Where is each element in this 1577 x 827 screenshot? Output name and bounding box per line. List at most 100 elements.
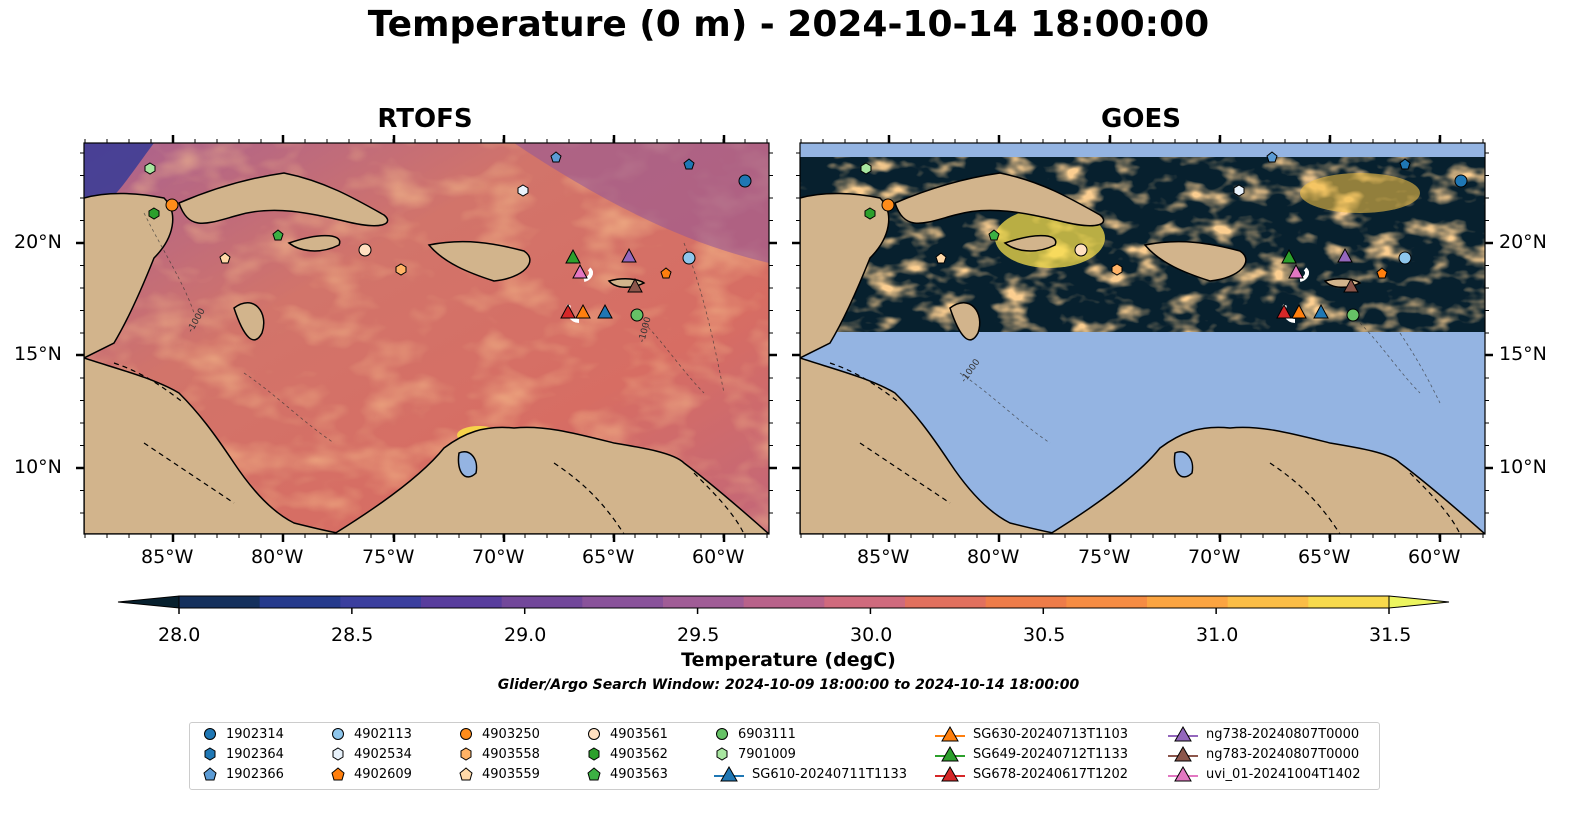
colorbar-tick-label: 28.5	[331, 624, 374, 646]
legend-item-label: SG649-20240712T1133	[973, 746, 1129, 762]
legend-item-label: 1902366	[226, 766, 284, 782]
colorbar-frame	[178, 595, 1390, 609]
hexagon-marker-icon	[588, 747, 600, 761]
pentagon-marker-icon	[587, 767, 601, 781]
colorbar-segment	[663, 596, 745, 608]
legend-item: 6903111	[714, 726, 796, 742]
lon-tick-label: 85°W	[857, 546, 910, 568]
goes-map[interactable]: -1000	[800, 143, 1485, 534]
legend-item-label: 1902364	[226, 746, 284, 762]
legend-item: ng783-20240807T0000	[1168, 746, 1359, 762]
circle-marker-icon	[460, 728, 472, 740]
legend-item-label: SG630-20240713T1103	[973, 726, 1129, 742]
colorbar-segment	[1227, 596, 1309, 608]
legend-item-label: 4903559	[482, 766, 540, 782]
lon-tick-label: 80°W	[967, 546, 1020, 568]
colorbar-segment	[501, 596, 583, 608]
colorbar-tick-label: 30.5	[1023, 624, 1066, 646]
colorbar-segment	[985, 596, 1067, 608]
legend-item: 4903558	[458, 746, 540, 762]
lon-tick-label: 75°W	[1078, 546, 1131, 568]
lat-tick-label: 10°N	[1499, 456, 1547, 478]
legend-item: 1902364	[202, 746, 284, 762]
legend-item-label: 7901009	[738, 746, 796, 762]
colorbar-tick-label: 31.0	[1196, 624, 1239, 646]
triangle-line-marker-icon	[1168, 726, 1198, 742]
lat-tick-label: 20°N	[14, 231, 62, 253]
hexagon-marker-icon	[460, 747, 472, 761]
colorbar-segment	[340, 596, 422, 608]
rtofs-map[interactable]: -1000 -1000	[84, 143, 769, 534]
legend-item: 4903559	[458, 766, 540, 782]
colorbar-segment	[824, 596, 906, 608]
colorbar-segment	[179, 596, 261, 608]
legend-item: 4902534	[330, 746, 412, 762]
hexagon-marker-icon	[204, 747, 216, 761]
hexagon-marker-icon	[332, 747, 344, 761]
panel-title-goes: GOES	[1101, 104, 1181, 134]
colorbar-label: Temperature (degC)	[681, 649, 896, 671]
lon-tick-label: 85°W	[141, 546, 194, 568]
colorbar-segment	[1308, 596, 1390, 608]
lon-tick-label: 60°W	[1408, 546, 1461, 568]
circle-marker-icon	[332, 728, 344, 740]
legend-item-label: uvi_01-20241004T1402	[1206, 766, 1361, 782]
legend-item-label: ng783-20240807T0000	[1206, 746, 1360, 762]
legend-item-label: 1902314	[226, 726, 284, 742]
legend-item: 4903250	[458, 726, 540, 742]
legend-item-label: 4902113	[354, 726, 412, 742]
legend-item: 4903562	[586, 746, 668, 762]
colorbar-tick-label: 31.5	[1369, 624, 1412, 646]
goes-map-graphic: -1000	[800, 143, 1485, 534]
legend: 1902314 1902364 1902366 4902113 4902534 49026…	[189, 722, 1380, 790]
lat-tick-label: 15°N	[14, 343, 62, 365]
colorbar-segment	[905, 596, 987, 608]
circle-marker-icon	[716, 728, 728, 740]
legend-item: 4902609	[330, 766, 412, 782]
legend-item: SG630-20240713T1103	[935, 726, 1128, 742]
colorbar-segment	[1147, 596, 1229, 608]
pentagon-marker-icon	[459, 767, 473, 781]
lat-tick-label: 15°N	[1499, 343, 1547, 365]
legend-item: SG649-20240712T1133	[935, 746, 1128, 762]
lon-tick-label: 80°W	[251, 546, 304, 568]
triangle-line-marker-icon	[1168, 766, 1198, 782]
lon-tick-label: 70°W	[472, 546, 525, 568]
pentagon-marker-icon	[331, 767, 345, 781]
legend-item: 4903561	[586, 726, 668, 742]
rtofs-map-graphic: -1000 -1000	[84, 143, 769, 534]
legend-item-label: SG678-20240617T1202	[973, 766, 1129, 782]
colorbar-tick-label: 29.0	[504, 624, 547, 646]
legend-item: 7901009	[714, 746, 796, 762]
legend-item: ng738-20240807T0000	[1168, 726, 1359, 742]
legend-item: 4903563	[586, 766, 668, 782]
lon-tick-label: 60°W	[692, 546, 745, 568]
legend-item-label: 4902609	[354, 766, 412, 782]
legend-item-label: 4903558	[482, 746, 540, 762]
triangle-line-marker-icon	[1168, 746, 1198, 762]
pentagon-marker-icon	[203, 767, 217, 781]
panel-title-rtofs: RTOFS	[377, 104, 473, 134]
legend-item-label: 4903562	[610, 746, 668, 762]
colorbar-segment	[1066, 596, 1148, 608]
legend-item-label: ng738-20240807T0000	[1206, 726, 1360, 742]
colorbar-segment	[421, 596, 503, 608]
colorbar-segment	[259, 596, 341, 608]
hexagon-marker-icon	[716, 747, 728, 761]
lon-tick-label: 65°W	[582, 546, 635, 568]
legend-item-label: 6903111	[738, 726, 796, 742]
colorbar-high-extend	[1388, 595, 1450, 609]
circle-marker-icon	[204, 728, 216, 740]
lon-tick-label: 65°W	[1298, 546, 1351, 568]
legend-item-label: 4903561	[610, 726, 668, 742]
legend-item-label: 4903563	[610, 766, 668, 782]
legend-item: 4902113	[330, 726, 412, 742]
legend-item-label: 4902534	[354, 746, 412, 762]
triangle-line-marker-icon	[935, 726, 965, 742]
lat-tick-label: 10°N	[14, 456, 62, 478]
lat-tick-label: 20°N	[1499, 231, 1547, 253]
lon-tick-label: 75°W	[362, 546, 415, 568]
lon-tick-label: 70°W	[1188, 546, 1241, 568]
legend-item: SG610-20240711T1133	[714, 766, 907, 782]
colorbar-tick-label: 28.0	[158, 624, 201, 646]
